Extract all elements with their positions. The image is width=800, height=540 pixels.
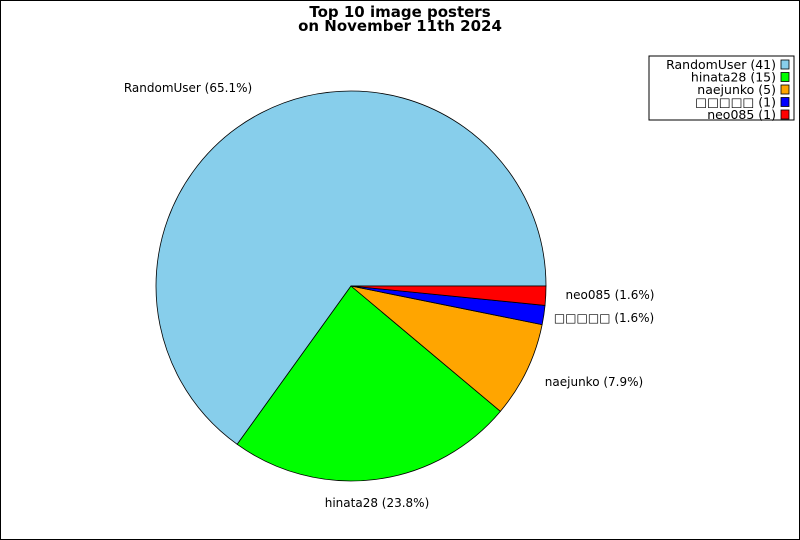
pie-slice-0 xyxy=(155,90,547,445)
slice-label-1: hinata28 (23.8%) xyxy=(325,496,430,510)
legend-swatch-3 xyxy=(780,97,790,107)
legend-label-1: hinata28 (15) xyxy=(691,70,776,85)
legend-label-2: naejunko (5) xyxy=(697,82,776,97)
legend-box xyxy=(648,55,795,121)
legend-label-4: neo085 (1) xyxy=(707,107,776,122)
pie-slice-4 xyxy=(350,285,547,306)
pie-slice-2 xyxy=(350,285,543,412)
legend: RandomUser (41)hinata28 (15)naejunko (5)… xyxy=(648,55,795,122)
pie-slice-1 xyxy=(236,285,501,482)
legend-label-0: RandomUser (41) xyxy=(666,57,776,72)
slice-label-2: naejunko (7.9%) xyxy=(545,375,643,389)
legend-swatch-1 xyxy=(780,72,790,82)
chart-title-line-1: Top 10 image posters xyxy=(309,3,490,21)
legend-label-3: □□□□□ (1) xyxy=(695,95,776,110)
chart-title-line-2: on November 11th 2024 xyxy=(298,17,502,35)
slice-label-0: RandomUser (65.1%) xyxy=(124,81,252,95)
slice-labels: RandomUser (65.1%) hinata28 (23.8%) naejun… xyxy=(124,81,655,510)
legend-swatch-2 xyxy=(780,84,790,95)
legend-swatch-4 xyxy=(780,109,790,120)
pie-slices xyxy=(155,90,547,482)
chart-title: Top 10 image posters on November 11th 20… xyxy=(298,3,502,35)
slice-label-3: □□□□□ (1.6%) xyxy=(554,311,654,325)
slice-label-4: neo085 (1.6%) xyxy=(566,288,655,302)
legend-swatch-0 xyxy=(780,59,790,70)
